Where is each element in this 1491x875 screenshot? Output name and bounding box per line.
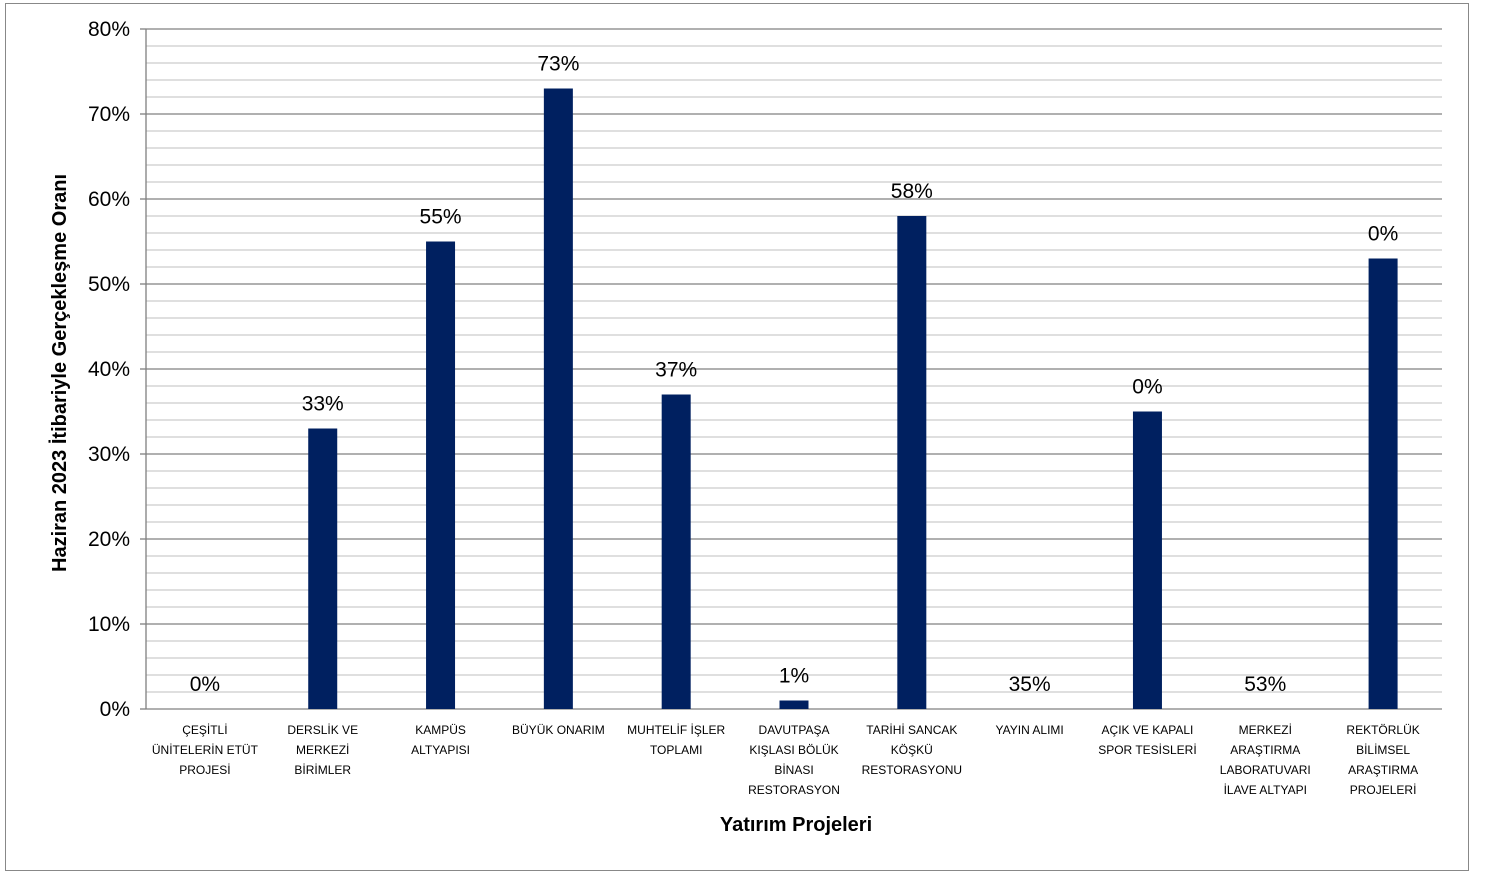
x-category-label: MERKEZİ ARAŞTIRMA LABORATUVARI İLAVE ALTYAP… <box>1220 723 1311 797</box>
data-label: 0% <box>1368 223 1398 246</box>
x-category-label: KAMPÜS ALTYAPISI <box>411 723 470 757</box>
x-category-label: ÇEŞİTLİ ÜNİTELERİN ETÜT PROJESİ <box>152 723 259 777</box>
y-tick-labels: 0% 10% 20% 30% 40% 50% 60% 70% 80% <box>88 18 130 721</box>
bar <box>779 700 809 709</box>
data-label: 0% <box>1132 376 1162 399</box>
bar <box>308 428 338 709</box>
data-label: 73% <box>537 53 579 76</box>
y-tick-label: 80% <box>88 18 130 41</box>
chart-frame: 0% 10% 20% 30% 40% 50% 60% 70% 80% 0% 33% 55% 73% 37… <box>5 3 1469 871</box>
y-tick-label: 30% <box>88 443 130 466</box>
data-label: 58% <box>891 180 933 203</box>
y-tick-label: 70% <box>88 103 130 126</box>
x-category-label: DAVUTPAŞA KIŞLASI BÖLÜK BİNASI RESTORASYON <box>748 723 840 797</box>
data-label: 1% <box>779 665 809 688</box>
bar <box>1132 411 1162 709</box>
bar <box>661 394 691 709</box>
x-category-label: TARİHİ SANCAK KÖŞKÜ RESTORASYONU <box>862 723 962 777</box>
data-label: 35% <box>1009 673 1051 696</box>
x-category-label: MUHTELİF İŞLER TOPLAMI <box>627 723 725 757</box>
y-axis-title: Haziran 2023 İtibariyle Gerçekleşme Oran… <box>48 174 71 572</box>
y-tick-label: 40% <box>88 358 130 381</box>
y-tick-label: 50% <box>88 273 130 296</box>
data-label: 53% <box>1244 673 1286 696</box>
x-category-label: AÇIK VE KAPALI SPOR TESİSLERİ <box>1098 723 1196 757</box>
bar <box>897 216 927 709</box>
bar <box>543 88 573 709</box>
category-labels: ÇEŞİTLİ ÜNİTELERİN ETÜT PROJESİ DERSLİK VE M… <box>152 723 1420 797</box>
x-category-label: BÜYÜK ONARIM <box>512 723 605 737</box>
y-tick-label: 10% <box>88 613 130 636</box>
bar <box>426 241 456 709</box>
data-label: 55% <box>420 206 462 229</box>
y-tick-label: 20% <box>88 528 130 551</box>
x-category-label: REKTÖRLÜK BİLİMSEL ARAŞTIRMA PROJELERİ <box>1346 723 1419 797</box>
data-label: 37% <box>655 359 697 382</box>
bar <box>1368 258 1398 709</box>
y-tick-label: 60% <box>88 188 130 211</box>
x-category-label: YAYIN ALIMI <box>996 723 1064 737</box>
gridlines <box>146 28 1442 693</box>
bars <box>308 88 1398 709</box>
data-labels: 0% 33% 55% 73% 37% 1% 58% 35% 0% 53% 0% <box>190 53 1399 697</box>
x-category-label: DERSLİK VE MERKEZİ BİRİMLER <box>287 723 358 777</box>
data-label: 33% <box>302 393 344 416</box>
x-axis-title: Yatırım Projeleri <box>720 814 872 836</box>
y-tick-label: 0% <box>100 698 130 721</box>
data-label: 0% <box>190 673 220 696</box>
bar-chart: 0% 10% 20% 30% 40% 50% 60% 70% 80% 0% 33% 55% 73% 37… <box>48 18 1442 836</box>
